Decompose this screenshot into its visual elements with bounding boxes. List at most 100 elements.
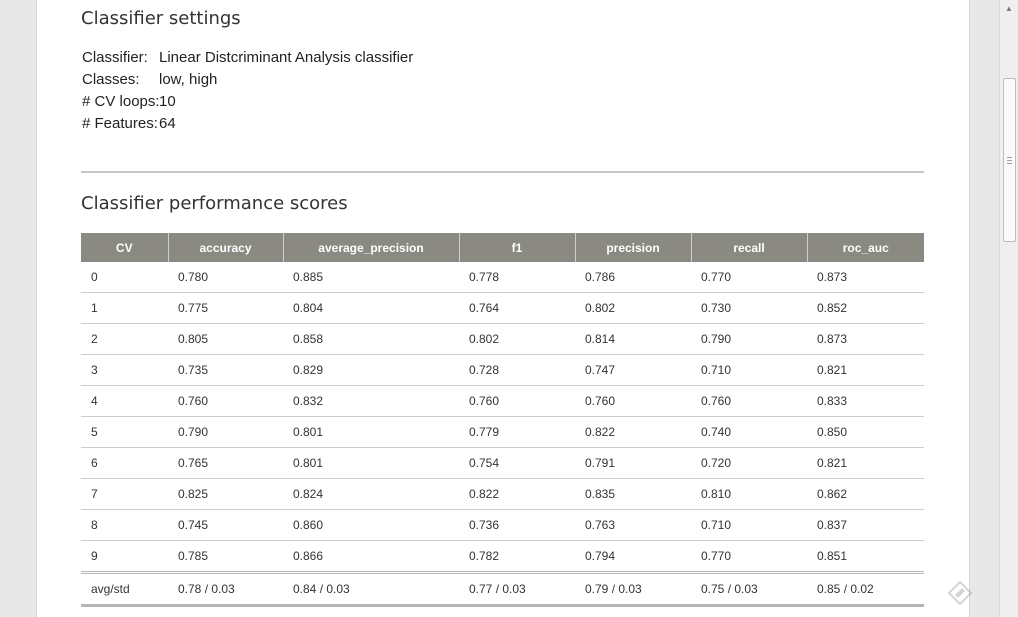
table-cell: 0.770 — [691, 262, 807, 293]
table-row: 5 0.790 0.801 0.779 0.822 0.740 0.850 — [81, 416, 924, 448]
summary-row: avg/std 0.78 / 0.03 0.84 / 0.03 0.77 / 0.03… — [81, 571, 924, 607]
table-cell: 0.822 — [459, 478, 575, 510]
column-header-cv: CV — [81, 233, 168, 262]
table-cell: 0.837 — [807, 509, 924, 541]
table-cell: 0.763 — [575, 509, 691, 541]
report-page: Classifier settings Classifier: Linear Di… — [36, 0, 970, 617]
table-cell: 0.802 — [575, 292, 691, 324]
table-cell: 0.728 — [459, 354, 575, 386]
table-cell: 0.794 — [585, 549, 616, 563]
table-cell: 0.747 — [575, 354, 691, 386]
table-cell: 0.835 — [575, 478, 691, 510]
table-cell: 0.764 — [459, 292, 575, 324]
table-cell: 0.824 — [283, 478, 459, 510]
pen-watermark-icon — [947, 580, 973, 606]
summary-cell: 0.84 / 0.03 — [283, 571, 459, 607]
table-cell: 0.760 — [575, 385, 691, 417]
table-cell: 9 — [91, 549, 98, 563]
table-cell: 0.745 — [168, 509, 283, 541]
scores-table-footer: avg/std 0.78 / 0.03 0.84 / 0.03 0.77 / 0.03… — [81, 571, 924, 607]
table-cell: 0.775 — [168, 292, 283, 324]
column-header-f1: f1 — [458, 233, 575, 262]
table-row: 3 0.735 0.829 0.728 0.747 0.710 0.821 — [81, 354, 924, 386]
scores-table-body: 0 0.780 0.885 0.778 0.786 0.770 0.873 1 0.775 0.8… — [81, 262, 924, 573]
table-cell: 0.814 — [575, 323, 691, 355]
column-header-roc-auc: roc_auc — [806, 233, 924, 262]
settings-row-classes: Classes: low, high — [81, 69, 413, 91]
summary-cell: 0.75 / 0.03 — [691, 571, 807, 607]
table-cell: 1 — [81, 292, 168, 324]
table-cell: 0.790 — [691, 323, 807, 355]
table-cell: 0.825 — [168, 478, 283, 510]
vertical-scrollbar[interactable]: ▲ — [999, 0, 1018, 617]
settings-value: Linear Distcriminant Analysis classifier — [159, 49, 414, 66]
table-row: 7 0.825 0.824 0.822 0.835 0.810 0.862 — [81, 478, 924, 510]
table-cell: 0.785 — [178, 549, 209, 563]
table-row: 2 0.805 0.858 0.802 0.814 0.790 0.873 — [81, 323, 924, 355]
scores-heading: Classifier performance scores — [81, 193, 348, 214]
scrollbar-thumb[interactable] — [1003, 78, 1016, 242]
table-cell: 0.760 — [459, 385, 575, 417]
table-cell: 0.740 — [691, 416, 807, 448]
table-row: 6 0.765 0.801 0.754 0.791 0.720 0.821 — [81, 447, 924, 479]
table-cell: 0.801 — [283, 416, 459, 448]
settings-value: 10 — [159, 93, 176, 110]
table-cell: 0.736 — [459, 509, 575, 541]
table-cell: 3 — [81, 354, 168, 386]
table-cell: 0.885 — [283, 262, 459, 293]
table-cell: 0.821 — [807, 354, 924, 386]
table-cell: 0.770 — [701, 549, 732, 563]
table-cell: 0.832 — [283, 385, 459, 417]
table-cell: 0.802 — [459, 323, 575, 355]
table-cell: 0.862 — [807, 478, 924, 510]
settings-row-cv-loops: # CV loops:10 — [81, 91, 413, 113]
settings-value: 64 — [159, 115, 176, 132]
summary-cell: 0.77 / 0.03 — [459, 571, 575, 607]
settings-heading: Classifier settings — [81, 8, 241, 29]
table-cell: 0.754 — [459, 447, 575, 479]
summary-cell: 0.79 / 0.03 — [575, 571, 691, 607]
table-cell: 8 — [81, 509, 168, 541]
table-cell: 0.765 — [168, 447, 283, 479]
header-row: CV accuracy average_precision f1 precision re… — [81, 233, 924, 262]
column-header-average-precision: average_precision — [282, 233, 459, 262]
table-cell: 0.822 — [575, 416, 691, 448]
table-row: 0 0.780 0.885 0.778 0.786 0.770 0.873 — [81, 262, 924, 293]
table-cell: 0 — [81, 262, 168, 293]
scroll-up-arrow-icon[interactable]: ▲ — [1005, 4, 1013, 13]
table-row: 4 0.760 0.832 0.760 0.760 0.760 0.833 — [81, 385, 924, 417]
summary-cell: 0.85 / 0.02 — [807, 571, 924, 607]
table-cell: 0.801 — [283, 447, 459, 479]
column-header-precision: precision — [574, 233, 691, 262]
table-cell: 4 — [81, 385, 168, 417]
table-cell: 0.810 — [691, 478, 807, 510]
table-cell: 0.735 — [168, 354, 283, 386]
scores-table: CV accuracy average_precision f1 precision re… — [81, 233, 924, 607]
summary-cell: 0.78 / 0.03 — [168, 571, 283, 607]
table-row: 1 0.775 0.804 0.764 0.802 0.730 0.852 — [81, 292, 924, 324]
table-cell: 5 — [81, 416, 168, 448]
table-cell: 0.791 — [575, 447, 691, 479]
scores-table-header: CV accuracy average_precision f1 precision re… — [81, 233, 924, 262]
table-cell: 0.829 — [283, 354, 459, 386]
table-row: 8 0.745 0.860 0.736 0.763 0.710 0.837 — [81, 509, 924, 541]
table-cell: 0.790 — [168, 416, 283, 448]
table-cell: 0.710 — [691, 354, 807, 386]
table-cell: 0.804 — [283, 292, 459, 324]
table-cell: 0.780 — [168, 262, 283, 293]
table-cell: 0.866 — [293, 549, 324, 563]
settings-key: # Features: — [82, 115, 158, 132]
settings-key: Classifier: — [82, 49, 148, 66]
table-cell: 0.858 — [283, 323, 459, 355]
settings-row-classifier: Classifier: Linear Distcriminant Analysis… — [81, 47, 413, 69]
table-cell: 2 — [81, 323, 168, 355]
table-cell: 0.860 — [283, 509, 459, 541]
table-cell: 0.873 — [807, 323, 924, 355]
table-cell: 0.778 — [459, 262, 575, 293]
table-cell: 0.821 — [807, 447, 924, 479]
table-cell: 0.850 — [807, 416, 924, 448]
table-cell: 0.730 — [691, 292, 807, 324]
table-cell: 0.873 — [807, 262, 924, 293]
table-cell: 7 — [81, 478, 168, 510]
table-cell: 0.760 — [691, 385, 807, 417]
